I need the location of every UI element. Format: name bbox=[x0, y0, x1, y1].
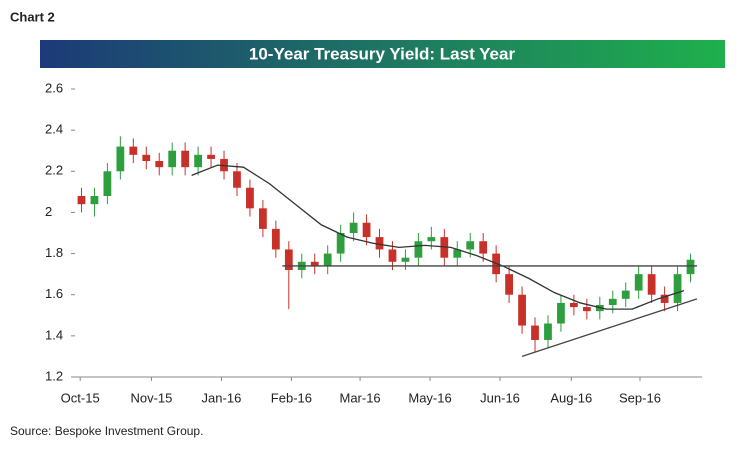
x-tick-label: Nov-15 bbox=[130, 390, 172, 405]
candle-body bbox=[673, 274, 682, 303]
candle-body bbox=[323, 253, 332, 266]
candle-body bbox=[155, 161, 164, 168]
title-banner bbox=[40, 40, 725, 68]
candle-body bbox=[271, 228, 280, 250]
candle-body bbox=[362, 222, 371, 238]
candle-body bbox=[466, 241, 475, 250]
candle-body bbox=[284, 249, 293, 271]
candle-body bbox=[129, 146, 138, 155]
x-tick-label: Sep-16 bbox=[619, 390, 661, 405]
candle-body bbox=[634, 274, 643, 291]
x-tick-label: May-16 bbox=[408, 390, 451, 405]
candle-body bbox=[621, 290, 630, 299]
y-tick-label: 2.6 bbox=[45, 80, 63, 95]
x-tick-label: Mar-16 bbox=[339, 390, 380, 405]
candle-body bbox=[686, 259, 695, 275]
candle-body bbox=[427, 237, 436, 242]
candle-body bbox=[582, 307, 591, 312]
candle-body bbox=[453, 249, 462, 258]
candle-body bbox=[570, 302, 578, 308]
candle-body bbox=[505, 274, 513, 295]
y-tick-label: 1.2 bbox=[45, 368, 63, 383]
x-tick-label: Aug-16 bbox=[550, 390, 592, 405]
candle-body bbox=[233, 171, 241, 188]
candle-body bbox=[401, 257, 410, 262]
y-tick-label: 1.4 bbox=[45, 327, 63, 342]
candle-body bbox=[647, 274, 656, 295]
y-tick-label: 2 bbox=[45, 204, 52, 219]
trend-line bbox=[521, 298, 698, 358]
source-note: Source: Bespoke Investment Group. bbox=[10, 424, 203, 438]
candle-body bbox=[90, 195, 99, 205]
candle-body bbox=[103, 171, 112, 196]
candle-body bbox=[544, 323, 552, 340]
y-tick-label: 1.6 bbox=[45, 286, 63, 301]
candle-body bbox=[557, 302, 565, 324]
chart-title: 10-Year Treasury Yield: Last Year bbox=[249, 44, 516, 63]
candle-body bbox=[142, 154, 151, 161]
x-tick-label: Jun-16 bbox=[480, 390, 520, 405]
candle-body bbox=[349, 222, 358, 233]
candle-body bbox=[375, 237, 384, 250]
y-tick-label: 2.2 bbox=[45, 163, 63, 178]
candle-body bbox=[414, 241, 423, 258]
candle-body bbox=[518, 294, 526, 326]
candle-body bbox=[660, 294, 669, 303]
candle-body bbox=[259, 208, 267, 229]
y-tick-label: 1.8 bbox=[45, 245, 63, 260]
x-tick-label: Oct-15 bbox=[61, 390, 100, 405]
y-tick-label: 2.4 bbox=[45, 122, 63, 137]
candle-body bbox=[531, 325, 539, 340]
candle-body bbox=[181, 150, 190, 168]
candle-body bbox=[388, 249, 397, 262]
candle-body bbox=[168, 150, 177, 168]
candle-body bbox=[336, 233, 345, 254]
candle-body bbox=[116, 146, 125, 172]
candle-body bbox=[246, 187, 254, 209]
candle-body bbox=[207, 154, 215, 159]
x-tick-label: Jan-16 bbox=[202, 390, 242, 405]
candle-body bbox=[194, 154, 202, 168]
candle-body bbox=[77, 195, 86, 205]
candle-body bbox=[479, 241, 488, 254]
candle-body bbox=[310, 261, 319, 266]
x-tick-label: Feb-16 bbox=[271, 390, 312, 405]
trend-line bbox=[191, 164, 685, 310]
candle-body bbox=[608, 298, 617, 305]
chart-header: Chart 2 bbox=[10, 9, 55, 24]
